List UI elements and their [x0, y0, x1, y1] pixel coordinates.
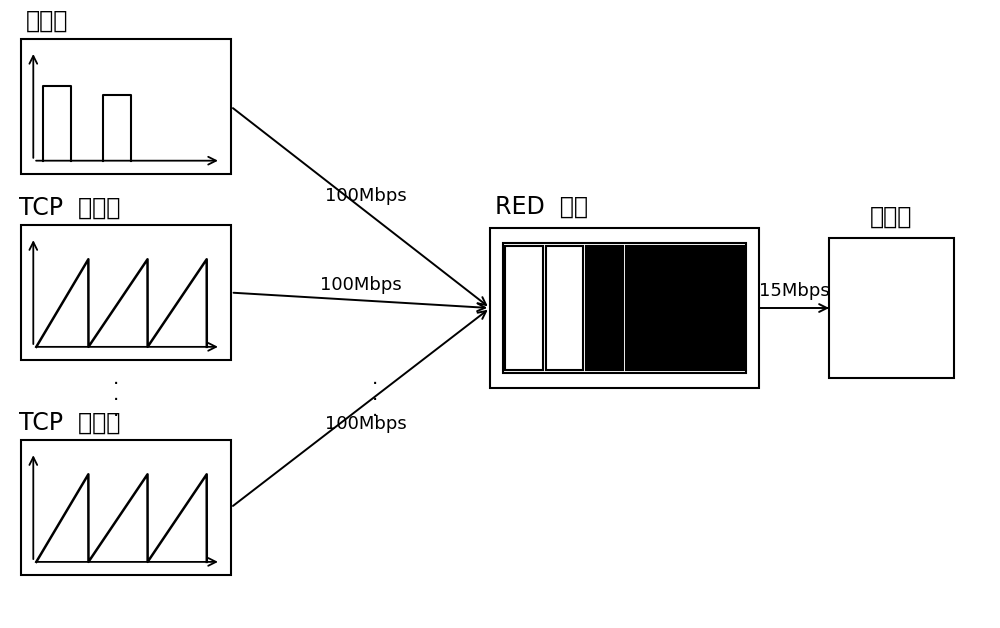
Text: 100Mbps: 100Mbps: [325, 187, 406, 205]
Text: 接收端: 接收端: [870, 204, 913, 229]
Text: ·
·
·: · · ·: [112, 375, 119, 426]
Bar: [546, 246, 583, 371]
Text: 100Mbps: 100Mbps: [325, 414, 406, 433]
Bar: [21, 39, 231, 173]
Bar: [666, 246, 704, 371]
Bar: [21, 440, 231, 575]
Bar: [490, 229, 759, 387]
Bar: [829, 239, 954, 377]
Bar: [503, 243, 746, 373]
Text: 15Mbps: 15Mbps: [759, 282, 830, 300]
Text: RED  队列: RED 队列: [495, 195, 588, 219]
Text: 攻击端: 攻击端: [26, 9, 69, 33]
Text: 100Mbps: 100Mbps: [320, 276, 401, 295]
Text: TCP  发送端: TCP 发送端: [19, 195, 121, 219]
Bar: [626, 246, 664, 371]
Text: TCP  发送端: TCP 发送端: [19, 411, 121, 435]
Bar: [21, 225, 231, 360]
Bar: [505, 246, 543, 371]
Text: ·
·
·: · · ·: [372, 375, 378, 426]
Bar: [706, 246, 744, 371]
Bar: [586, 246, 623, 371]
